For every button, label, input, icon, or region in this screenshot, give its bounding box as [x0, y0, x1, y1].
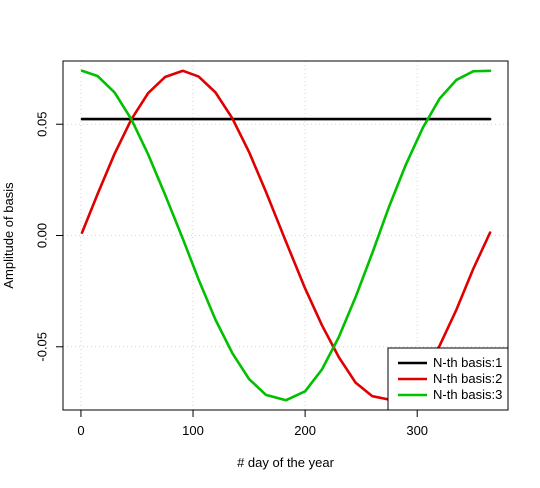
x-tick-label: 300: [406, 423, 428, 438]
x-tick-label: 200: [294, 423, 316, 438]
series-line-basis-3: [80, 69, 492, 402]
x-axis-label: # day of the year: [237, 455, 335, 470]
legend-label-basis-3: N-th basis:3: [433, 387, 502, 402]
y-axis-label: Amplitude of basis: [1, 182, 16, 289]
legend: N-th basis:1 N-th basis:2 N-th basis:3: [387, 347, 509, 411]
x-tick-label: 100: [182, 423, 204, 438]
legend-label-basis-1: N-th basis:1: [433, 355, 502, 370]
y-tick-label: 0.05: [34, 112, 49, 137]
x-axis: 0 100 200 300: [77, 409, 428, 438]
y-tick-label: -0.05: [34, 332, 49, 362]
x-tick-label: 0: [77, 423, 84, 438]
y-tick-label: 0.00: [34, 223, 49, 248]
legend-label-basis-2: N-th basis:2: [433, 371, 502, 386]
y-axis: -0.05 0.00 0.05: [34, 112, 64, 362]
